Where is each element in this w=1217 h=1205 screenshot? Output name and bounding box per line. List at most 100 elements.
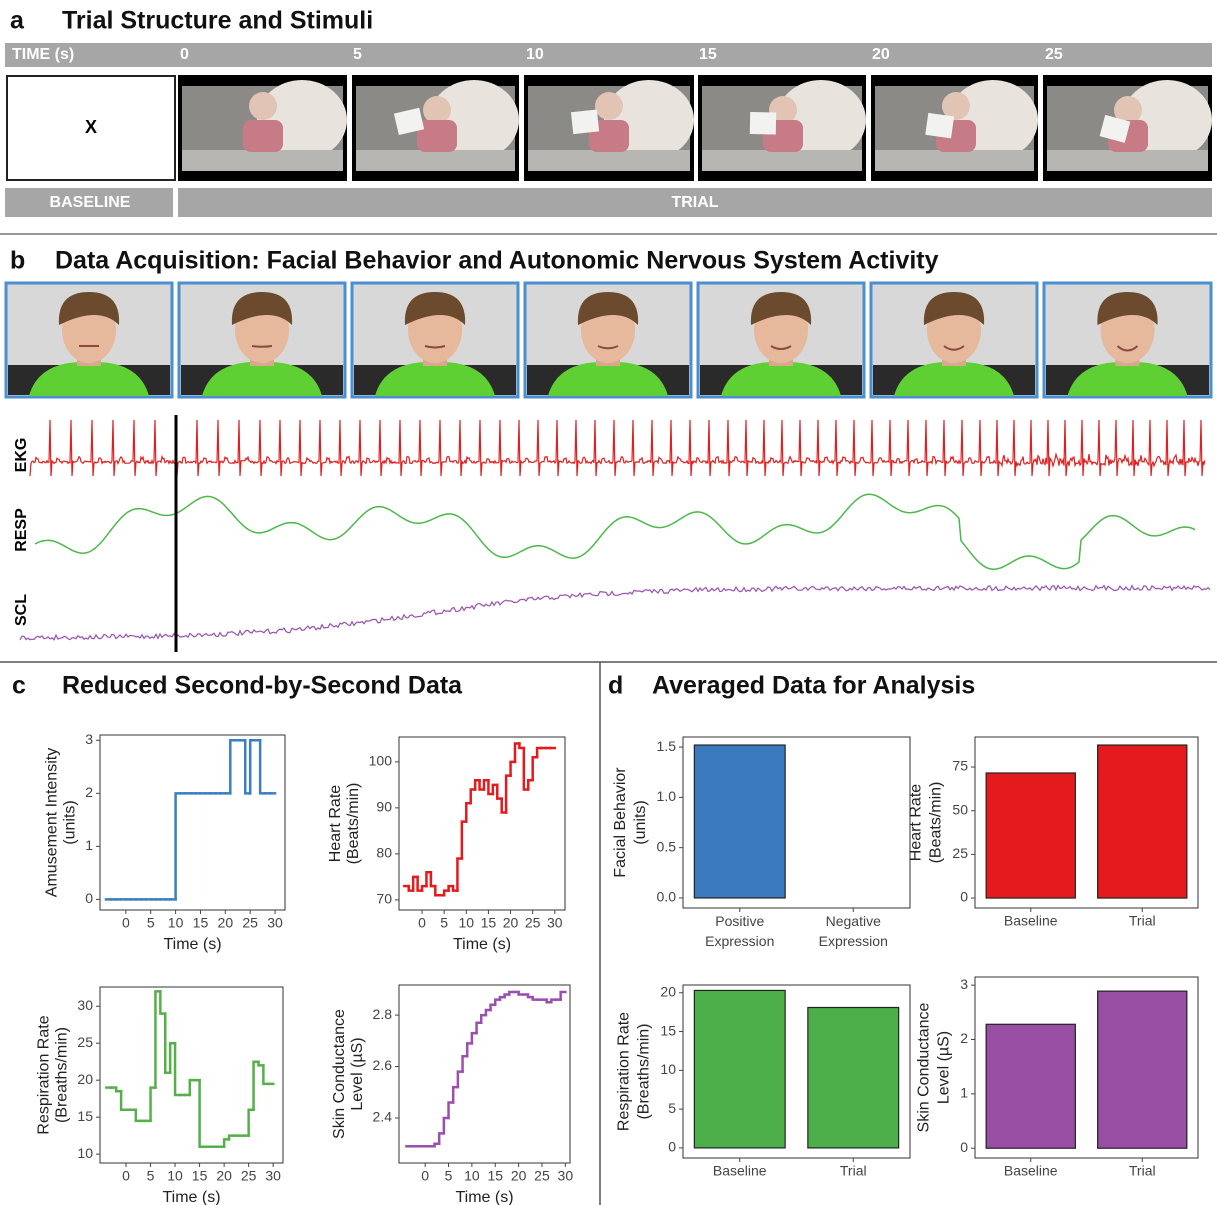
step-segment	[411, 875, 419, 892]
y-tick-label: 20	[77, 1071, 93, 1087]
step-segment	[513, 742, 521, 764]
scl-trace	[19, 584, 1211, 641]
panel-label: b	[10, 247, 25, 275]
fixation: X	[85, 117, 97, 137]
step-segment	[460, 820, 468, 860]
signal-label: RESP	[13, 508, 30, 552]
paper	[1099, 114, 1131, 143]
y-tick-label: 2	[85, 784, 93, 800]
step-segment	[222, 1138, 231, 1148]
step-segment	[258, 739, 267, 795]
step-segment	[473, 779, 481, 791]
x-tick-label: 5	[147, 915, 155, 931]
plot-frame	[99, 734, 286, 911]
step-segment	[550, 998, 558, 1004]
step-segment	[451, 1085, 460, 1104]
hair	[231, 292, 293, 325]
baseline-label: BASELINE	[50, 194, 131, 211]
panel-title: Reduced Second-by-Second Data	[62, 672, 463, 700]
step-segment	[248, 739, 257, 795]
couch	[702, 150, 862, 171]
step-segment	[442, 889, 450, 897]
step-segment	[461, 1055, 469, 1073]
x-tick-label: 20	[218, 915, 234, 931]
time-ticks: 0 5 10 15 20 25	[180, 46, 1063, 63]
x-tick-label: 30	[265, 1168, 281, 1184]
x-tick-label: 0	[122, 1168, 130, 1184]
time-label: TIME (s)	[12, 46, 74, 63]
x-tick-label: 25	[241, 1168, 257, 1184]
y-axis-title: (Beats/min)	[928, 782, 945, 864]
y-tick-label: 0	[85, 890, 93, 906]
y-axis-title: Heart Rate	[327, 785, 344, 862]
doll-head	[1114, 96, 1142, 124]
step-segment	[243, 739, 252, 795]
doll-body	[589, 120, 629, 152]
step-segment	[531, 995, 539, 1001]
y-tick-label: 10	[77, 1145, 93, 1161]
step-segment	[149, 1086, 157, 1123]
ekg-trace	[29, 419, 1206, 477]
step-segment	[535, 746, 543, 759]
step-segment	[479, 1013, 488, 1025]
x-tick-label: 5	[440, 915, 448, 931]
y-tick-label: 1	[85, 837, 93, 853]
step-segment	[491, 783, 499, 796]
x-tick-label: 20	[511, 1168, 527, 1184]
step-segment	[496, 783, 503, 800]
y-tick-label: 90	[376, 799, 392, 815]
paper	[570, 109, 600, 135]
step-segment	[429, 871, 437, 888]
paper	[393, 107, 425, 136]
shirt	[1067, 361, 1188, 396]
step-segment	[531, 755, 539, 782]
y-axis-title: (units)	[61, 800, 78, 844]
bar	[693, 989, 786, 1149]
step-segment	[526, 993, 534, 999]
trial-bar	[178, 188, 1212, 217]
couch	[528, 150, 690, 171]
step-segment	[469, 788, 477, 805]
step-segment	[456, 1070, 464, 1089]
y-tick-label: 50	[952, 801, 968, 817]
time-bar	[5, 43, 1212, 67]
y-tick-label: 15	[77, 1108, 93, 1124]
y-tick-label: 5	[668, 1100, 676, 1116]
time-tick-label: 10	[526, 46, 544, 63]
x-tick-label: 15	[193, 915, 209, 931]
step-segment	[173, 1041, 182, 1097]
step-segment	[447, 884, 455, 892]
step-segment	[518, 742, 526, 750]
bar	[807, 1006, 900, 1149]
x-tick-label: 10	[464, 1168, 480, 1184]
x-tick-label: Negative Expression	[819, 913, 888, 949]
doll-body	[417, 120, 457, 152]
y-axis-title: Level (µS)	[935, 1031, 952, 1104]
time-tick-label: 5	[353, 46, 362, 63]
x-tick-label: Trial	[1129, 913, 1156, 929]
step-segment	[416, 875, 424, 892]
step-segment	[174, 792, 182, 901]
time-tick-label: 15	[699, 46, 717, 63]
time-tick-label: 0	[180, 46, 189, 63]
y-tick-label: 10	[660, 1061, 676, 1077]
step-segment	[545, 998, 553, 1004]
bar	[693, 744, 786, 899]
x-tick-label: 10	[168, 915, 184, 931]
step-segment	[159, 990, 167, 1015]
x-axis-title: Time (s)	[455, 1189, 513, 1205]
x-tick-label: 10	[167, 1168, 183, 1184]
x-tick-label: 15	[487, 1168, 503, 1184]
x-tick-label: 20	[216, 1168, 232, 1184]
step-segment	[229, 739, 237, 795]
stimulus-frames	[178, 75, 1212, 181]
paper	[925, 112, 955, 139]
x-tick-label: 10	[458, 915, 474, 931]
y-tick-label: 0	[960, 889, 968, 905]
plot-frame	[398, 736, 566, 911]
x-tick-label: Baseline	[1004, 913, 1058, 929]
x-tick-label: 0	[122, 915, 130, 931]
y-axis-title: Skin Conductance	[915, 1002, 932, 1132]
y-tick-label: 20	[660, 983, 676, 999]
